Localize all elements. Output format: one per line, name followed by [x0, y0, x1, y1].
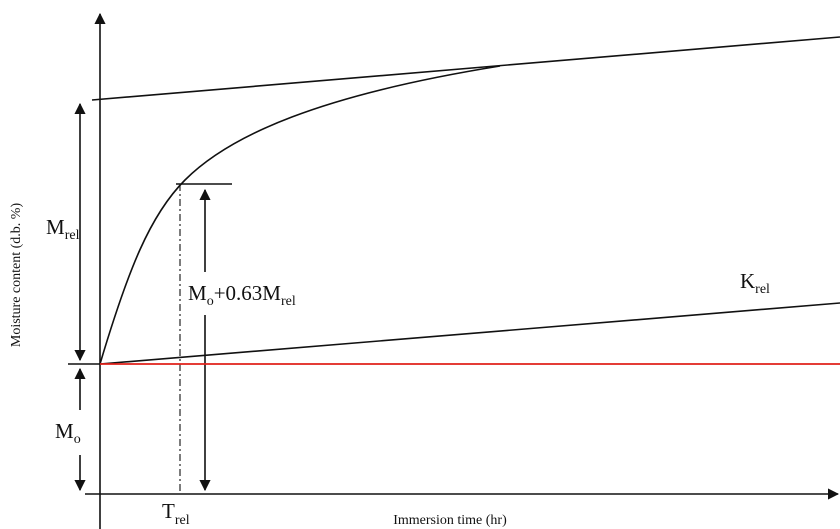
- y-axis-label: Moisture content (d.b. %): [9, 203, 24, 348]
- t-rel-label: Trel: [162, 499, 190, 528]
- mo063-label: Mo+0.63Mrel: [188, 281, 296, 309]
- k-rel-line: [99, 302, 840, 365]
- label-main: M: [46, 215, 65, 239]
- label-sub: o: [74, 432, 81, 447]
- label-sub: rel: [281, 294, 296, 309]
- label-main: K: [740, 269, 755, 293]
- label-sub: rel: [755, 282, 770, 297]
- label-sub: rel: [65, 228, 80, 243]
- label-sub: rel: [175, 513, 190, 528]
- label-main: M: [188, 281, 207, 305]
- m-rel-label: Mrel: [46, 215, 80, 243]
- curve: [99, 65, 501, 365]
- label-main: +0.63M: [214, 281, 282, 305]
- m-o-label: Mo: [55, 419, 81, 447]
- k-rel-label: Krel: [740, 269, 770, 297]
- label-main: M: [55, 419, 74, 443]
- label-main: T: [162, 499, 175, 523]
- label-sub: o: [207, 294, 214, 309]
- upper-tangent: [91, 36, 840, 101]
- x-axis-label: Immersion time (hr): [393, 513, 507, 528]
